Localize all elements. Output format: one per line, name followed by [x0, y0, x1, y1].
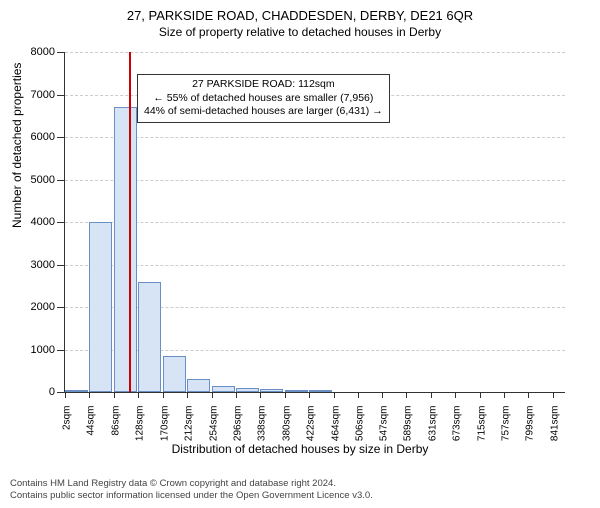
y-tick [57, 307, 65, 308]
gridline [65, 265, 565, 266]
y-tick [57, 137, 65, 138]
y-tick [57, 52, 65, 53]
gridline [65, 52, 565, 53]
chart-area: 0100020003000400050006000700080002sqm44s… [64, 52, 584, 422]
histogram-bar [138, 282, 161, 393]
x-tick [406, 392, 407, 398]
y-tick-label: 1000 [15, 344, 55, 356]
histogram-bar [309, 390, 332, 392]
y-tick-label: 0 [15, 386, 55, 398]
footer-attribution: Contains HM Land Registry data © Crown c… [10, 478, 373, 502]
x-tick [138, 392, 139, 398]
x-tick [163, 392, 164, 398]
histogram-bar [260, 389, 283, 392]
x-tick [431, 392, 432, 398]
y-tick-label: 8000 [15, 46, 55, 58]
y-tick-label: 7000 [15, 89, 55, 101]
x-tick [114, 392, 115, 398]
annotation-line-1: 27 PARKSIDE ROAD: 112sqm [144, 78, 383, 92]
gridline [65, 137, 565, 138]
gridline [65, 222, 565, 223]
x-tick [89, 392, 90, 398]
y-axis-label: Number of detached properties [10, 63, 24, 228]
x-tick [358, 392, 359, 398]
y-tick [57, 180, 65, 181]
histogram-bar [187, 379, 210, 392]
x-axis-label: Distribution of detached houses by size … [0, 442, 600, 456]
annotation-line-2: ← 55% of detached houses are smaller (7,… [144, 92, 383, 106]
x-tick [334, 392, 335, 398]
x-tick [187, 392, 188, 398]
histogram-bar [163, 356, 186, 392]
gridline [65, 180, 565, 181]
y-tick-label: 4000 [15, 216, 55, 228]
x-tick [309, 392, 310, 398]
histogram-bar [212, 386, 235, 392]
chart-title-main: 27, PARKSIDE ROAD, CHADDESDEN, DERBY, DE… [0, 8, 600, 23]
x-tick [65, 392, 66, 398]
histogram-bar [285, 390, 308, 392]
x-tick [382, 392, 383, 398]
x-tick [480, 392, 481, 398]
y-tick [57, 350, 65, 351]
property-marker-line [129, 52, 131, 392]
y-tick-label: 6000 [15, 131, 55, 143]
y-tick [57, 222, 65, 223]
chart-title-sub: Size of property relative to detached ho… [0, 25, 600, 39]
y-tick [57, 392, 65, 393]
annotation-line-3: 44% of semi-detached houses are larger (… [144, 105, 383, 119]
footer-line-1: Contains HM Land Registry data © Crown c… [10, 478, 373, 490]
y-tick-label: 5000 [15, 174, 55, 186]
annotation-box: 27 PARKSIDE ROAD: 112sqm← 55% of detache… [137, 74, 390, 123]
histogram-bar [65, 390, 88, 392]
y-tick-label: 2000 [15, 301, 55, 313]
histogram-bar [89, 222, 112, 392]
x-tick [455, 392, 456, 398]
x-tick [504, 392, 505, 398]
x-tick [553, 392, 554, 398]
histogram-bar [114, 107, 137, 392]
x-tick [260, 392, 261, 398]
y-tick [57, 95, 65, 96]
x-tick [236, 392, 237, 398]
x-tick [212, 392, 213, 398]
footer-line-2: Contains public sector information licen… [10, 490, 373, 502]
y-tick [57, 265, 65, 266]
y-tick-label: 3000 [15, 259, 55, 271]
histogram-bar [236, 388, 259, 392]
x-tick [528, 392, 529, 398]
plot-area: 0100020003000400050006000700080002sqm44s… [64, 52, 565, 393]
x-tick [285, 392, 286, 398]
